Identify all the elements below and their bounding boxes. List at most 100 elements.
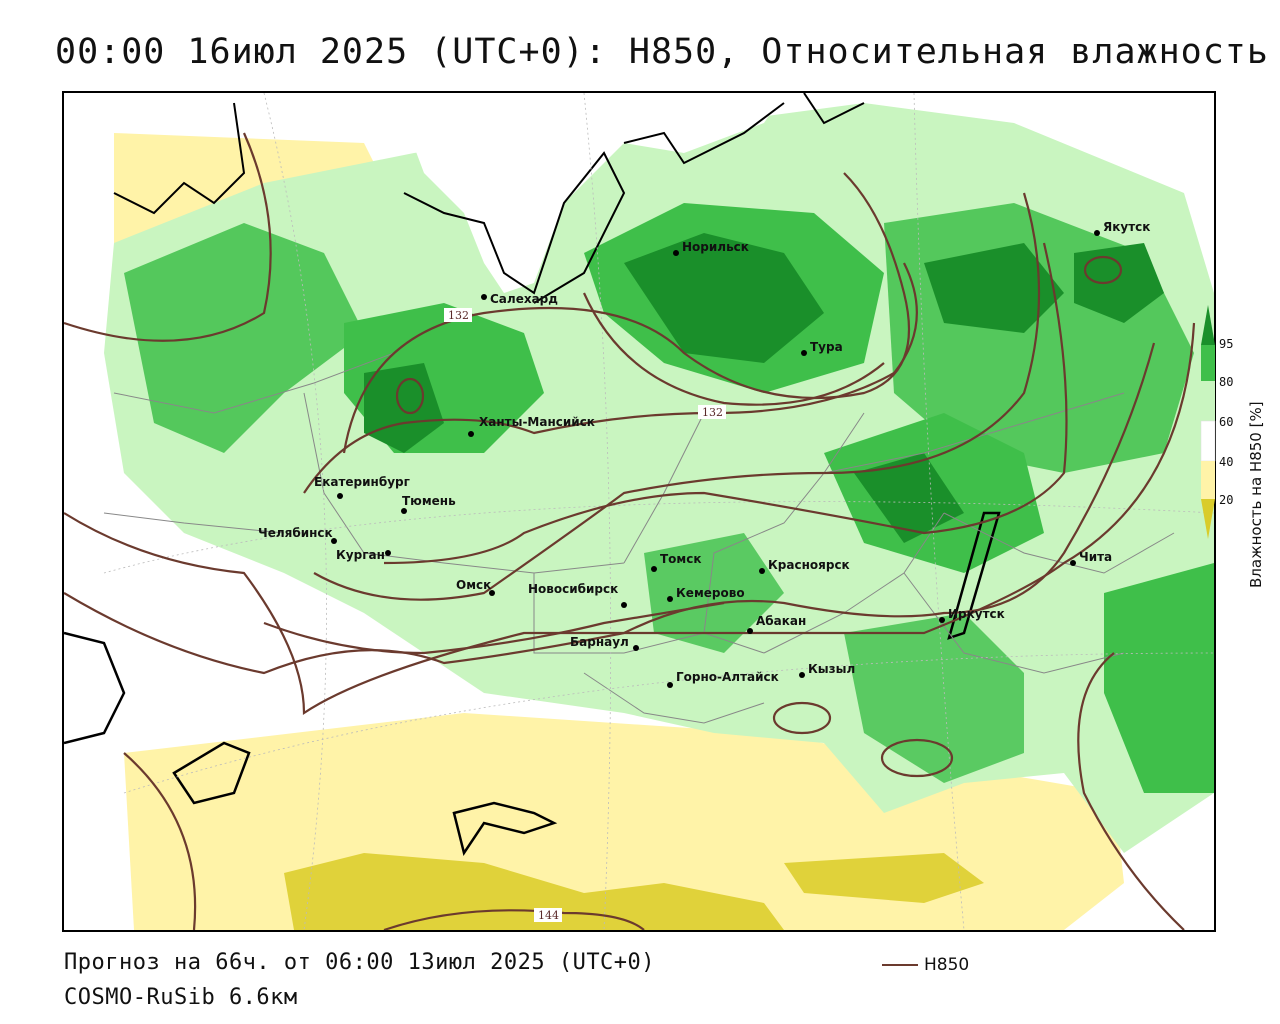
city-dot — [651, 566, 657, 572]
saturated-patch-northeast — [924, 243, 1064, 333]
very-dry-zone — [284, 853, 784, 930]
h850-contour-low — [395, 377, 425, 415]
svg-text:144: 144 — [538, 909, 559, 922]
humidity-map: 132 132 144 Якутск Норильск Салехард Тура Ха… — [64, 93, 1214, 930]
h850-contour — [1077, 652, 1185, 930]
very-dry-zone-east — [784, 853, 984, 903]
legend-band-20 — [1201, 461, 1215, 499]
city-label: Абакан — [756, 614, 806, 628]
city-dot — [401, 508, 407, 514]
city-label: Томск — [660, 552, 702, 566]
city-label: Кемерово — [676, 586, 745, 600]
legend-tick: 40 — [1219, 455, 1233, 469]
coastline-north — [113, 93, 865, 304]
city-dot — [331, 538, 337, 544]
contour-label: 132 — [698, 405, 726, 419]
h850-contour — [582, 292, 885, 406]
aral-sea — [172, 741, 251, 805]
city-label: Чита — [1079, 550, 1112, 564]
caspian-coast — [64, 631, 126, 745]
humid-patch-kemerovo — [644, 533, 784, 653]
legend-band-40 — [1200, 420, 1216, 462]
city-label: Омск — [456, 578, 491, 592]
city-dot — [337, 493, 343, 499]
city-label: Курган — [336, 548, 385, 562]
contour-label: 144 — [534, 908, 562, 922]
city-dot — [801, 350, 807, 356]
city-label: Горно-Алтайск — [676, 670, 779, 684]
city-dot — [633, 645, 639, 651]
city-dot — [759, 568, 765, 574]
legend-band-60 — [1201, 381, 1215, 421]
city-label: Норильск — [682, 240, 749, 254]
contour-label: 132 — [444, 308, 472, 322]
h850-contour-high — [772, 701, 832, 735]
svg-text:132: 132 — [702, 406, 723, 419]
city-label: Салехард — [490, 292, 558, 306]
map-title: 00:00 16июл 2025 (UTC+0): H850, Относите… — [55, 32, 1269, 72]
city-dot — [1094, 230, 1100, 236]
legend-tick: 60 — [1219, 415, 1233, 429]
humidity-legend: 95 80 60 40 20 — [1199, 305, 1279, 605]
h850-contour-low — [1083, 255, 1123, 285]
city-dot — [385, 550, 391, 556]
city-dot — [939, 617, 945, 623]
forecast-info: Прогноз на 66ч. от 06:00 13июл 2025 (UTC… — [64, 950, 656, 975]
saturated-patch-north — [624, 233, 824, 363]
h850-contour — [64, 322, 1196, 716]
contour-key: H850 — [882, 955, 969, 975]
svg-text:132: 132 — [448, 309, 469, 322]
arctic-sea-east — [904, 93, 1214, 203]
city-label: Ханты-Мансийск — [479, 415, 595, 429]
city-dot — [1070, 560, 1076, 566]
city-dot — [468, 431, 474, 437]
h850-contour-high — [880, 738, 954, 778]
city-label: Кызыл — [808, 662, 855, 676]
humid-patch-east — [1104, 563, 1214, 793]
h850-contour — [383, 242, 1068, 565]
city-markers: Якутск Норильск Салехард Тура Ханты-Мансийск… — [258, 220, 1150, 688]
city-label: Красноярск — [768, 558, 850, 572]
city-label: Екатеринбург — [314, 475, 410, 489]
legend-tick: 80 — [1219, 375, 1233, 389]
saturated-patch-west — [364, 363, 444, 453]
lake-balkhash — [452, 801, 558, 857]
city-dot — [667, 682, 673, 688]
saturated-patch-central — [854, 453, 964, 543]
legend-arrow-bottom — [1201, 499, 1215, 539]
h850-contour — [303, 262, 918, 494]
city-dot — [621, 602, 627, 608]
contour-key-label: H850 — [924, 955, 970, 975]
city-label: Якутск — [1103, 220, 1150, 234]
h850-contour — [263, 601, 725, 655]
city-label: Челябинск — [258, 526, 333, 540]
h850-contour — [342, 172, 911, 454]
legend-band-80 — [1201, 345, 1215, 381]
legend-tick: 20 — [1219, 493, 1233, 507]
h850-contour — [313, 192, 1041, 601]
city-dot — [799, 672, 805, 678]
model-info: COSMO-RuSib 6.6км — [64, 985, 298, 1010]
city-label: Иркутск — [948, 607, 1005, 621]
map-panel[interactable]: 132 132 144 Якутск Норильск Салехард Тура Ха… — [62, 91, 1216, 932]
contour-key-line — [882, 964, 918, 966]
saturated-patch-yakutsk — [1074, 243, 1164, 323]
city-dot — [481, 294, 487, 300]
city-dot — [667, 596, 673, 602]
legend-colorbar: 95 80 60 40 20 — [1200, 305, 1233, 539]
h850-contour — [123, 752, 197, 930]
city-dot — [489, 590, 495, 596]
h850-contour — [64, 132, 272, 342]
humid-patch-ural-west — [124, 223, 364, 453]
city-label: Тюмень — [402, 494, 456, 508]
legend-tick: 95 — [1219, 337, 1233, 351]
city-label: Барнаул — [570, 635, 629, 649]
city-dot — [673, 250, 679, 256]
lake-baikal — [947, 511, 1001, 640]
legend-arrow-top — [1201, 305, 1215, 345]
legend-title: Влажность на H850 [%] — [1247, 401, 1265, 588]
humid-patch-baikal — [844, 613, 1024, 783]
city-label: Новосибирск — [528, 582, 618, 596]
city-dot — [747, 628, 753, 634]
city-label: Тура — [810, 340, 843, 354]
